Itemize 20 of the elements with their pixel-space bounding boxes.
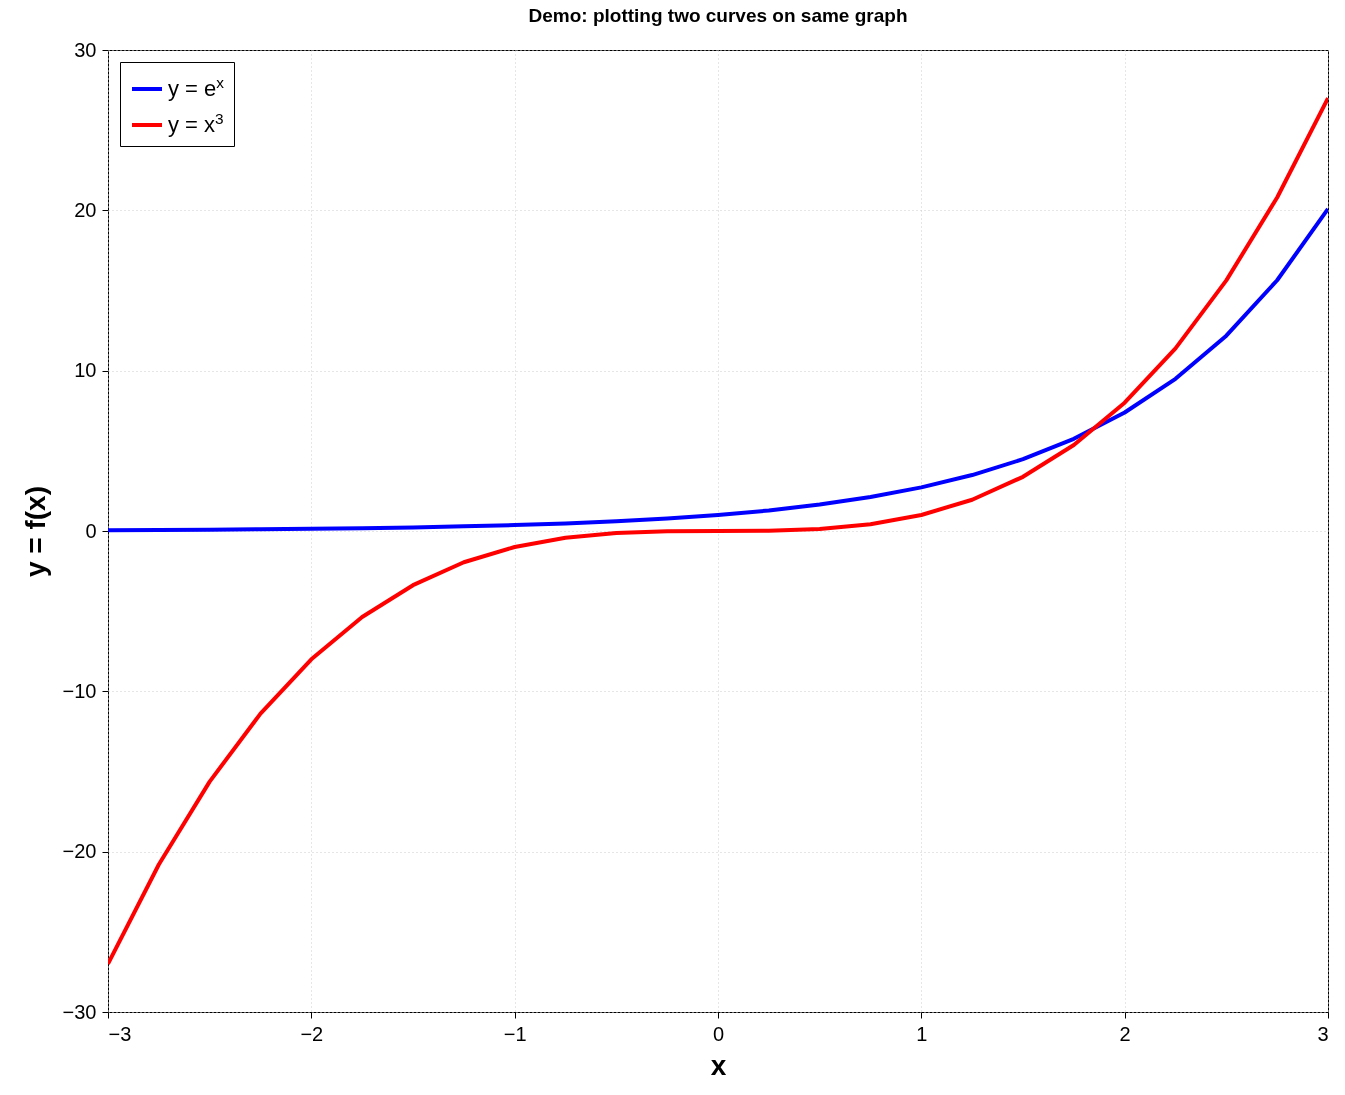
y-tick-label: 30 [74,38,97,61]
y-tick-label: −30 [62,1000,97,1023]
chart-title: Demo: plotting two curves on same graph [528,5,908,26]
y-tick-label: −20 [62,840,97,863]
x-tick-label: 1 [916,1022,928,1045]
x-tick-label: 2 [1119,1022,1131,1045]
legend-label: y = x$^{3}$ [168,109,224,137]
y-tick-label: 20 [74,198,97,221]
x-tick-label: −2 [300,1022,324,1045]
y-tick-label: −10 [62,679,97,702]
legend-label: y = e$^{x}$ [168,73,225,101]
line-series [108,206,1328,533]
x-tick-label: −3 [108,1022,132,1045]
x-tick-label: 3 [1317,1022,1329,1045]
x-tick-label: 0 [712,1022,725,1045]
x-tick-label: −1 [503,1022,527,1045]
x-axis-title: x [710,1049,727,1081]
y-tick-label: 10 [74,359,97,382]
y-tick-label: 0 [85,519,97,542]
y-axis-title: y = f(x) [19,485,51,578]
